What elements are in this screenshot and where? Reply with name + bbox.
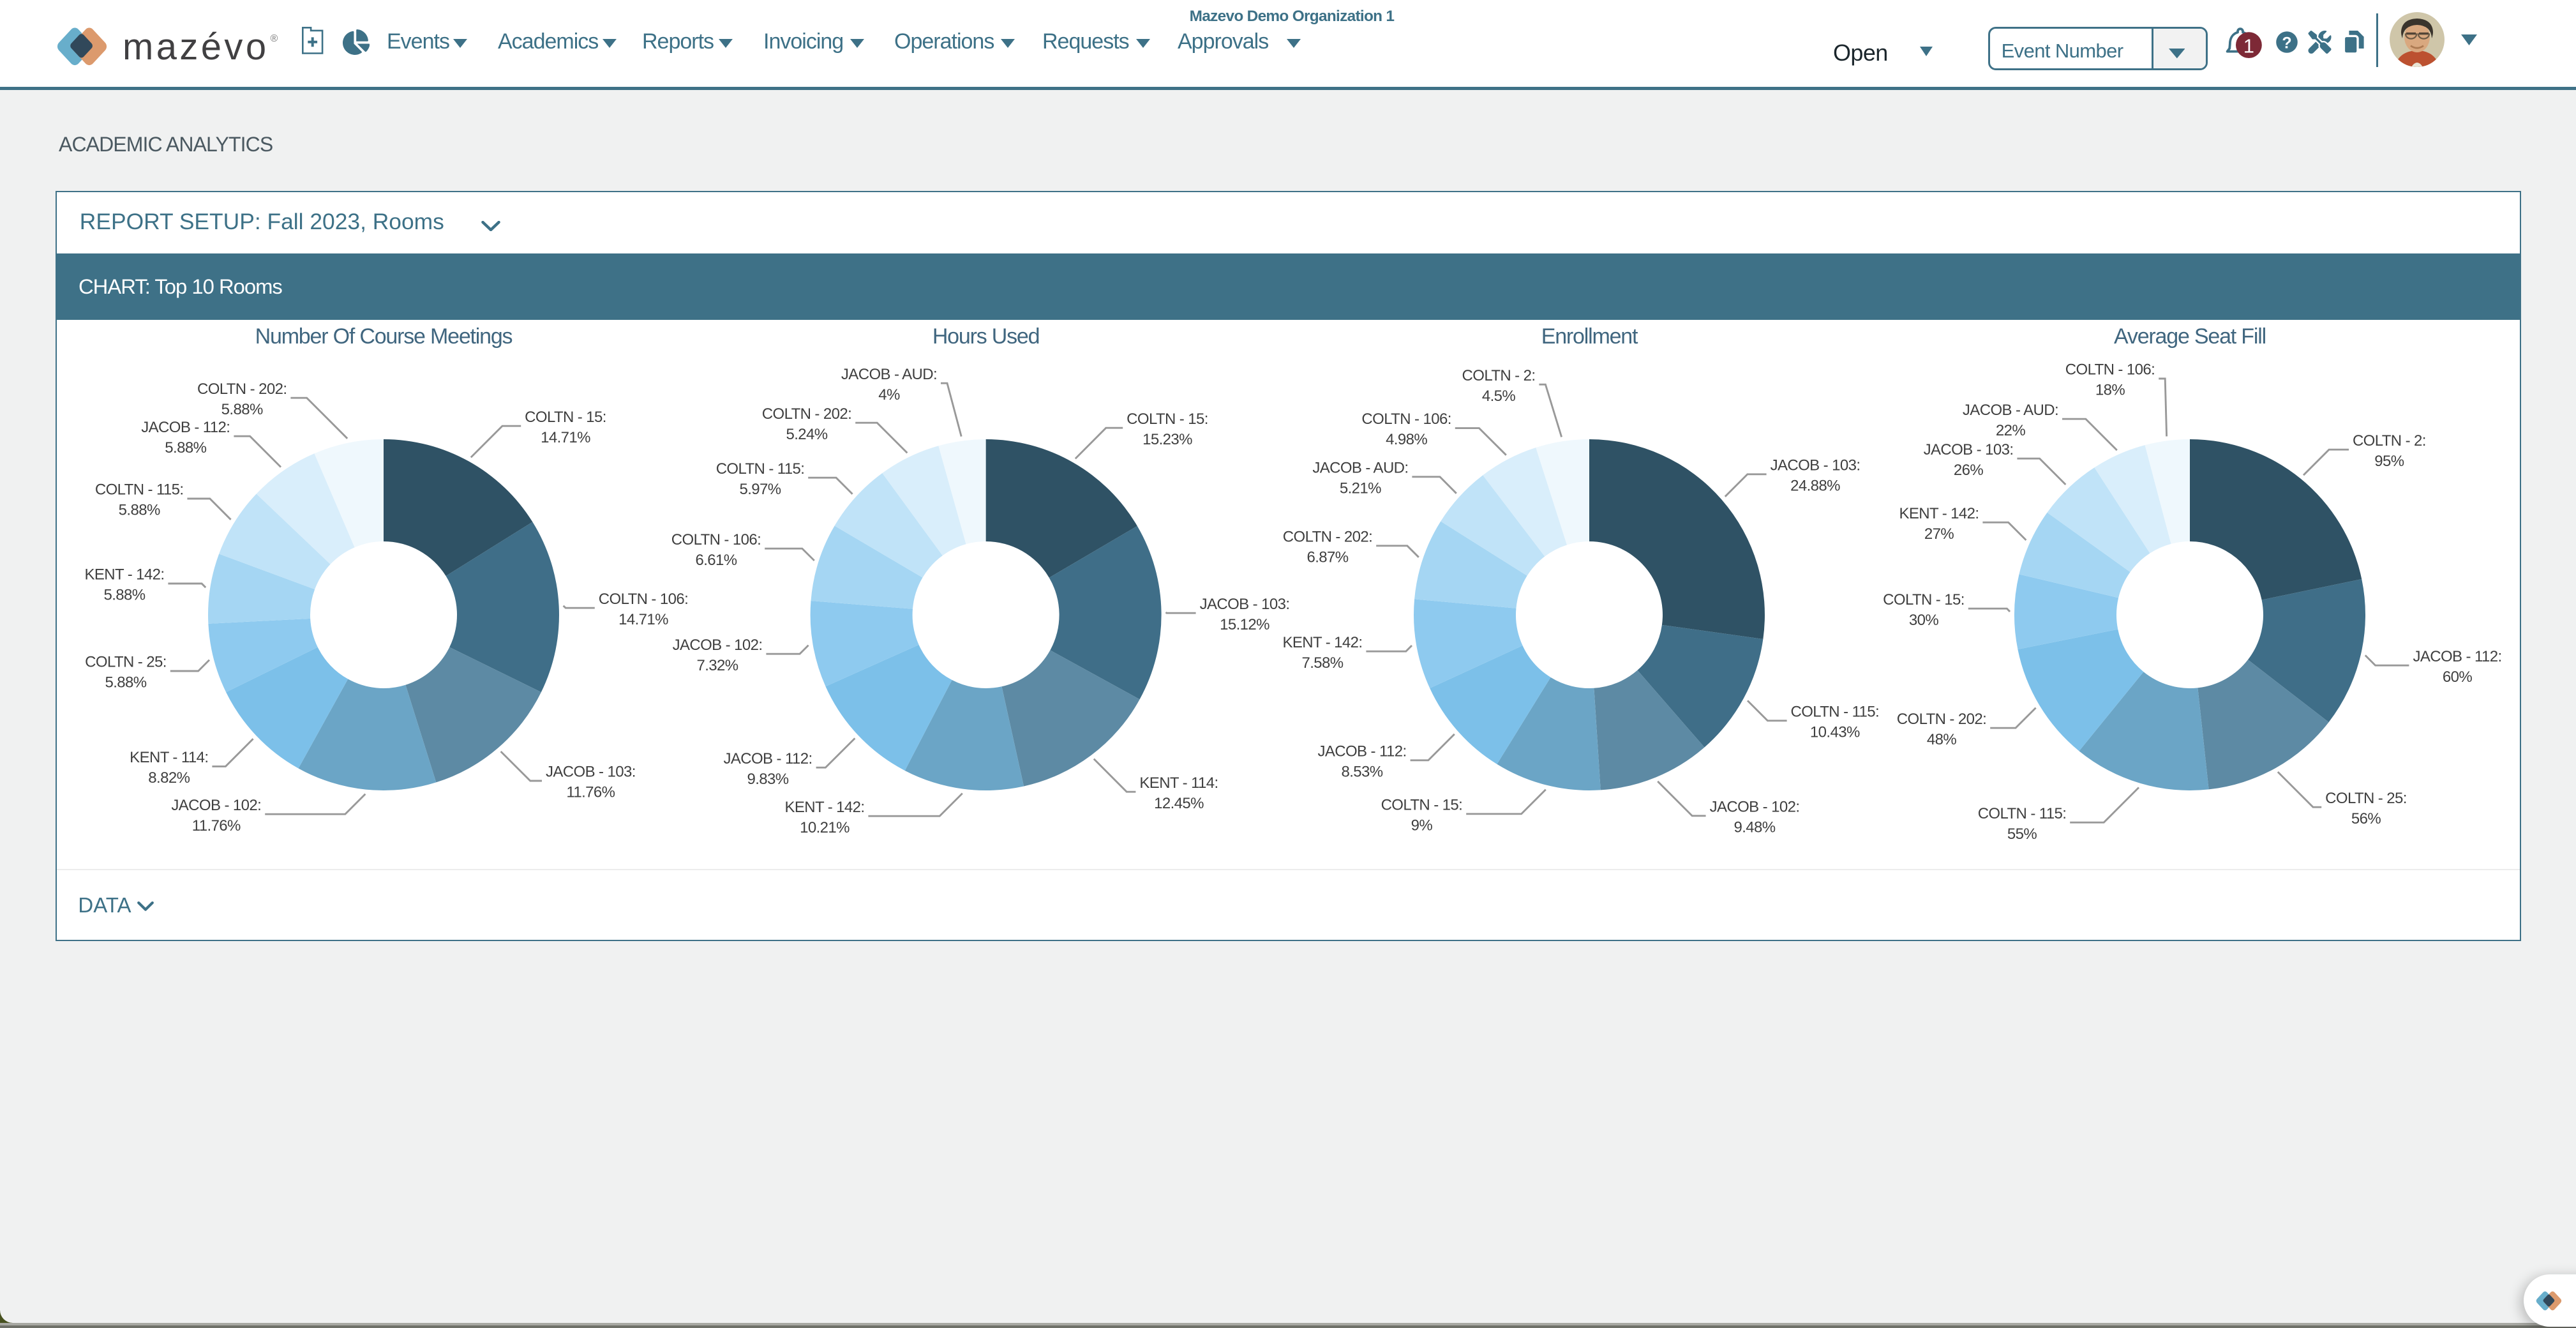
- svg-text:1: 1: [2243, 35, 2254, 57]
- svg-text:JACOB - AUD:4%: JACOB - AUD: 4%: [841, 366, 937, 404]
- svg-text:JACOB - 103:24.88%: JACOB - 103: 24.88%: [1771, 456, 1861, 494]
- svg-text:?: ?: [2282, 34, 2291, 52]
- svg-text:KENT - 142:7.58%: KENT - 142: 7.58%: [1282, 634, 1362, 672]
- svg-text:COLTN - 202:6.87%: COLTN - 202: 6.87%: [1283, 528, 1372, 566]
- svg-text:JACOB - 112:9.83%: JACOB - 112: 9.83%: [723, 750, 812, 788]
- svg-text:JACOB - AUD:5.21%: JACOB - AUD: 5.21%: [1312, 459, 1408, 497]
- svg-text:JACOB - 103:15.12%: JACOB - 103: 15.12%: [1200, 596, 1290, 633]
- svg-text:COLTN - 115:5.88%: COLTN - 115: 5.88%: [95, 481, 184, 518]
- svg-text:JACOB - 112:60%: JACOB - 112: 60%: [2413, 648, 2501, 686]
- svg-text:COLTN - 15:15.23%: COLTN - 15: 15.23%: [1127, 411, 1208, 448]
- svg-text:COLTN - 202:5.88%: COLTN - 202: 5.88%: [197, 381, 287, 418]
- svg-text:COLTN - 15:30%: COLTN - 15: 30%: [1883, 591, 1965, 629]
- svg-text:JACOB - 112:5.88%: JACOB - 112: 5.88%: [141, 419, 230, 456]
- svg-text:JACOB - 102:7.32%: JACOB - 102: 7.32%: [673, 637, 763, 674]
- svg-text:Number Of Course Meetings: Number Of Course Meetings: [255, 324, 513, 349]
- svg-text:COLTN - 115:10.43%: COLTN - 115: 10.43%: [1790, 703, 1879, 741]
- svg-text:COLTN - 15:9%: COLTN - 15: 9%: [1381, 796, 1463, 834]
- svg-text:JACOB - 102:11.76%: JACOB - 102: 11.76%: [171, 797, 261, 834]
- svg-text:COLTN - 15:14.71%: COLTN - 15: 14.71%: [525, 409, 606, 446]
- svg-text:KENT - 114:8.82%: KENT - 114: 8.82%: [130, 749, 208, 787]
- svg-text:COLTN - 106:14.71%: COLTN - 106: 14.71%: [599, 591, 688, 628]
- svg-text:KENT - 142:27%: KENT - 142: 27%: [1899, 505, 1979, 543]
- svg-text:Hours Used: Hours Used: [932, 324, 1040, 349]
- svg-text:COLTN - 106:4.98%: COLTN - 106: 4.98%: [1361, 411, 1451, 448]
- svg-text:Average Seat Fill: Average Seat Fill: [2114, 324, 2266, 349]
- svg-text:COLTN - 106:6.61%: COLTN - 106: 6.61%: [671, 531, 761, 569]
- svg-text:COLTN - 115:5.97%: COLTN - 115: 5.97%: [716, 460, 805, 498]
- svg-text:JACOB - 102:9.48%: JACOB - 102: 9.48%: [1710, 798, 1800, 836]
- svg-text:COLTN - 106:18%: COLTN - 106: 18%: [2065, 361, 2155, 398]
- svg-text:JACOB - AUD:22%: JACOB - AUD: 22%: [1963, 402, 2058, 439]
- svg-text:KENT - 142:5.88%: KENT - 142: 5.88%: [84, 566, 164, 603]
- svg-text:KENT - 142:10.21%: KENT - 142: 10.21%: [784, 799, 864, 836]
- svg-text:JACOB - 112:8.53%: JACOB - 112: 8.53%: [1317, 743, 1406, 780]
- svg-text:COLTN - 115:55%: COLTN - 115: 55%: [1978, 805, 2067, 843]
- svg-text:COLTN - 2:95%: COLTN - 2: 95%: [2353, 432, 2426, 470]
- svg-text:Enrollment: Enrollment: [1541, 324, 1638, 349]
- svg-text:KENT - 114:12.45%: KENT - 114: 12.45%: [1139, 774, 1218, 812]
- svg-text:COLTN - 25:56%: COLTN - 25: 56%: [2325, 790, 2407, 827]
- svg-text:JACOB - 103:26%: JACOB - 103: 26%: [1924, 441, 2014, 479]
- svg-text:JACOB - 103:11.76%: JACOB - 103: 11.76%: [546, 763, 636, 801]
- svg-text:COLTN - 202:48%: COLTN - 202: 48%: [1897, 711, 1986, 748]
- svg-text:COLTN - 25:5.88%: COLTN - 25: 5.88%: [85, 653, 167, 691]
- svg-text:COLTN - 2:4.5%: COLTN - 2: 4.5%: [1462, 367, 1536, 405]
- svg-text:COLTN - 202:5.24%: COLTN - 202: 5.24%: [762, 405, 851, 443]
